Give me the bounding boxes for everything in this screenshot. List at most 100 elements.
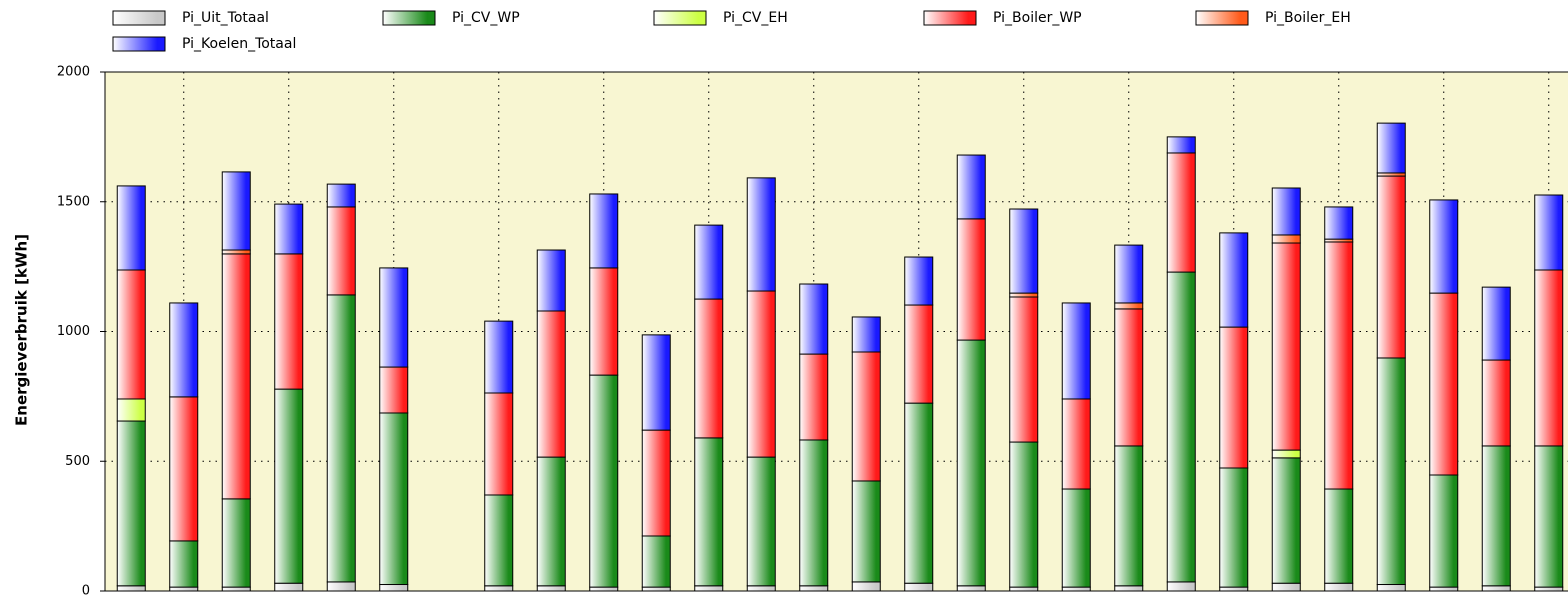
- bar-segment: [169, 540, 199, 588]
- bar-segment: [1376, 357, 1406, 586]
- y-axis-label: Energieverbruik [kWh]: [13, 234, 31, 426]
- bar-segment: [1376, 122, 1406, 174]
- bar-segment: [851, 480, 881, 583]
- bar-segment: [274, 388, 304, 584]
- bar-segment: [1219, 467, 1249, 588]
- bar-segment: [694, 585, 724, 592]
- bar-segment: [799, 353, 829, 441]
- bar-segment: [746, 456, 776, 587]
- bar-segment: [1534, 269, 1564, 447]
- bar-segment: [536, 310, 566, 458]
- bar-segment: [694, 298, 724, 439]
- bar-segment: [1219, 232, 1249, 328]
- bar-segment: [799, 585, 829, 592]
- bar-segment: [274, 582, 304, 592]
- bar-segment: [379, 267, 409, 368]
- bar-segment: [589, 193, 619, 269]
- bar-segment: [1009, 292, 1039, 298]
- bar-segment: [956, 154, 986, 220]
- y-tick-label: 1000: [57, 324, 90, 339]
- bar-segment: [221, 253, 251, 500]
- bar-segment: [221, 171, 251, 251]
- legend-label: Pi_Uit_Totaal: [182, 10, 269, 26]
- bar-segment: [1429, 292, 1459, 476]
- bar-segment: [536, 585, 566, 592]
- bar-segment: [1429, 474, 1459, 588]
- bar-segment: [1271, 457, 1301, 584]
- bar-segment: [1429, 199, 1459, 294]
- legend-label: Pi_CV_EH: [723, 10, 788, 26]
- legend-label: Pi_Boiler_WP: [993, 10, 1082, 26]
- bar-segment: [484, 392, 514, 496]
- bar-segment: [1271, 449, 1301, 459]
- bar-segment: [1114, 585, 1144, 592]
- bar-segment: [1481, 585, 1511, 592]
- bar-segment: [1271, 582, 1301, 592]
- bar-segment: [1324, 582, 1354, 592]
- bar-segment: [221, 249, 251, 255]
- bar-segment: [904, 304, 934, 404]
- bar-segment: [1534, 445, 1564, 588]
- bar-segment: [536, 249, 566, 312]
- bar-segment: [274, 253, 304, 390]
- legend-label: Pi_CV_WP: [452, 10, 520, 26]
- bar-segment: [1009, 586, 1039, 592]
- bar-segment: [904, 256, 934, 306]
- bar-segment: [746, 585, 776, 592]
- bar-segment: [116, 398, 146, 422]
- legend-label: Pi_Boiler_EH: [1265, 10, 1351, 26]
- bar-segment: [904, 582, 934, 592]
- bar-segment: [1114, 302, 1144, 310]
- bar-segment: [589, 374, 619, 588]
- bar-segment: [1376, 584, 1406, 592]
- bar-segment: [484, 585, 514, 592]
- y-tick-label: 1500: [57, 194, 90, 209]
- y-tick-label: 0: [82, 584, 90, 599]
- bar-segment: [1481, 445, 1511, 587]
- bar-segment: [1271, 187, 1301, 236]
- bar-segment: [694, 437, 724, 587]
- y-tick-label: 500: [65, 454, 90, 469]
- bar-segment: [851, 316, 881, 353]
- bar-segment: [274, 203, 304, 255]
- bar-segment: [1166, 271, 1196, 583]
- bar-segment: [589, 586, 619, 592]
- bar-segment: [1061, 302, 1091, 400]
- bar-segment: [221, 586, 251, 592]
- bar-segment: [379, 584, 409, 592]
- legend-swatch: [923, 10, 977, 26]
- bar-segment: [326, 581, 356, 592]
- bar-segment: [694, 224, 724, 300]
- bar-segment: [116, 585, 146, 592]
- bar-segment: [641, 429, 671, 537]
- bar-segment: [851, 351, 881, 482]
- bar-segment: [379, 366, 409, 414]
- bar-segment: [326, 294, 356, 583]
- bar-segment: [1429, 586, 1459, 592]
- bar-segment: [799, 439, 829, 587]
- bar-segment: [1324, 488, 1354, 584]
- bar-segment: [1061, 398, 1091, 490]
- bar-segment: [589, 267, 619, 376]
- legend-swatch: [112, 36, 166, 52]
- bar-segment: [1061, 488, 1091, 588]
- bar-segment: [746, 177, 776, 292]
- bar-segment: [1271, 234, 1301, 244]
- bar-segment: [746, 290, 776, 458]
- bar-segment: [116, 420, 146, 587]
- legend-swatch: [112, 10, 166, 26]
- bar-segment: [1009, 441, 1039, 588]
- bar-segment: [1376, 175, 1406, 359]
- bar-segment: [1114, 308, 1144, 447]
- bar-segment: [169, 302, 199, 398]
- bar-segment: [1166, 136, 1196, 154]
- bar-segment: [1219, 326, 1249, 469]
- legend-label: Pi_Koelen_Totaal: [182, 36, 296, 52]
- bar-segment: [1009, 208, 1039, 294]
- bar-segment: [169, 396, 199, 542]
- bar-segment: [484, 320, 514, 394]
- bar-segment: [1009, 296, 1039, 443]
- y-tick-label: 2000: [57, 65, 90, 80]
- bar-segment: [1534, 194, 1564, 271]
